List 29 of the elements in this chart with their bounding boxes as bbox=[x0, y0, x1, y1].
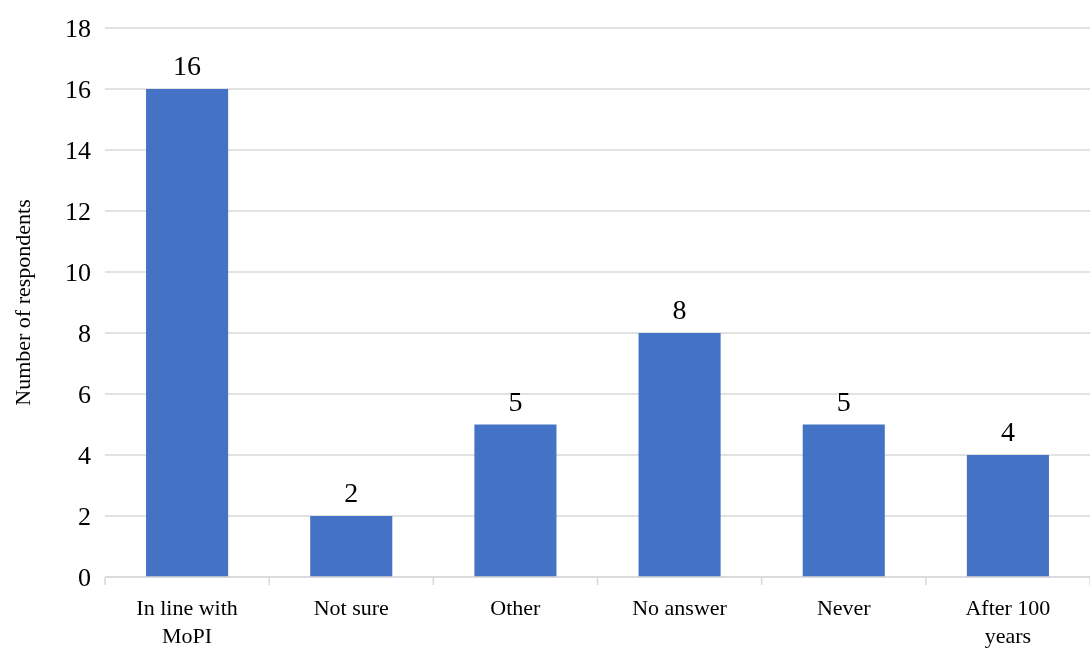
y-tick-label: 0 bbox=[78, 562, 91, 592]
y-tick-label: 12 bbox=[65, 196, 91, 226]
bar bbox=[966, 455, 1049, 577]
data-label: 8 bbox=[672, 294, 687, 325]
bar bbox=[638, 333, 721, 577]
x-tick-label: No answer bbox=[632, 595, 728, 620]
data-label: 4 bbox=[1000, 416, 1015, 447]
x-tick-label: In line with MoPI bbox=[136, 595, 238, 648]
bar bbox=[474, 424, 557, 577]
data-label: 16 bbox=[173, 50, 202, 81]
x-tick-label: Never bbox=[816, 595, 872, 620]
y-tick-label: 16 bbox=[65, 74, 91, 104]
y-tick-label: 2 bbox=[78, 501, 91, 531]
y-axis-title: Number of respondents bbox=[10, 199, 35, 406]
y-tick-label: 10 bbox=[65, 257, 91, 287]
data-label: 2 bbox=[344, 477, 359, 508]
data-label: 5 bbox=[836, 385, 851, 417]
y-tick-label: 6 bbox=[78, 379, 91, 409]
bar bbox=[146, 89, 229, 577]
bar bbox=[802, 424, 885, 577]
x-tick-label: Not sure bbox=[313, 595, 389, 620]
y-tick-label: 4 bbox=[78, 440, 91, 470]
y-tick-label: 18 bbox=[65, 13, 91, 43]
x-tick-label: After 100 years bbox=[965, 595, 1051, 648]
bar bbox=[310, 516, 393, 577]
data-label: 5 bbox=[508, 385, 523, 417]
y-tick-label: 14 bbox=[65, 135, 91, 165]
x-tick-label: Other bbox=[490, 595, 542, 620]
y-tick-label: 8 bbox=[78, 318, 91, 348]
